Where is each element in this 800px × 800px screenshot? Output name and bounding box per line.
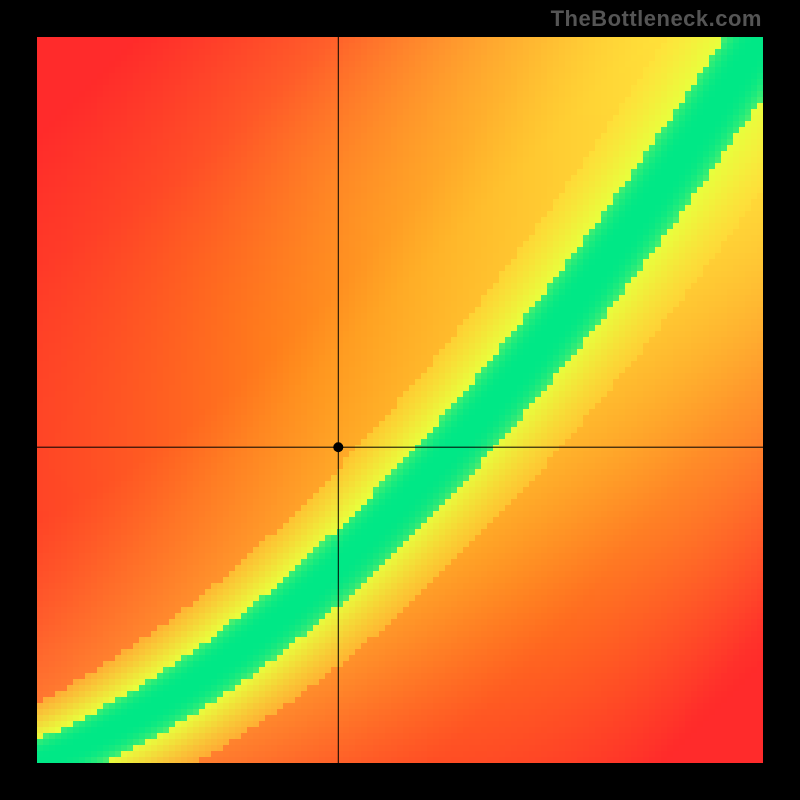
bottleneck-heatmap [0,0,800,800]
watermark-text: TheBottleneck.com [551,6,762,32]
